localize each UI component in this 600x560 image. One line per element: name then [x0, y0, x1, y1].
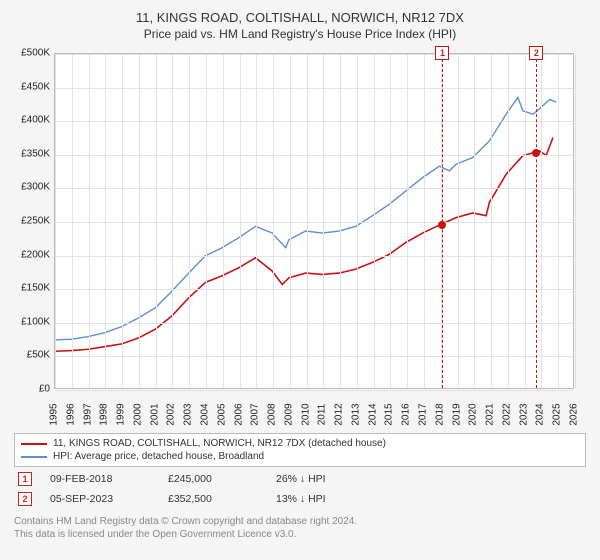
y-axis-label: £200K — [8, 249, 50, 260]
x-axis-label: 2003 — [183, 403, 194, 425]
chart-subtitle: Price paid vs. HM Land Registry's House … — [14, 27, 586, 41]
y-axis-label: £450K — [8, 81, 50, 92]
x-axis-label: 1999 — [116, 403, 127, 425]
x-axis-label: 2013 — [350, 403, 361, 425]
footer-attribution: Contains HM Land Registry data © Crown c… — [14, 515, 586, 541]
event-date: 05-SEP-2023 — [50, 493, 150, 505]
x-axis-label: 2015 — [384, 403, 395, 425]
x-axis-label: 1997 — [82, 403, 93, 425]
x-axis-label: 2005 — [216, 403, 227, 425]
x-axis-label: 2010 — [300, 403, 311, 425]
x-axis-label: 1995 — [49, 403, 60, 425]
event-pct: 26% ↓ HPI — [276, 473, 396, 485]
y-axis-label: £150K — [8, 283, 50, 294]
x-axis-label: 2008 — [267, 403, 278, 425]
y-axis-label: £300K — [8, 182, 50, 193]
footer-line1: Contains HM Land Registry data © Crown c… — [14, 515, 586, 528]
x-axis-label: 2025 — [552, 403, 563, 425]
chart-plot-area: 12 — [54, 53, 574, 389]
x-axis-label: 2000 — [132, 403, 143, 425]
x-axis-label: 2002 — [166, 403, 177, 425]
events-table: 1 09-FEB-2018 £245,000 26% ↓ HPI 2 05-SEP-202… — [14, 469, 586, 509]
chart-title: 11, KINGS ROAD, COLTISHALL, NORWICH, NR1… — [14, 10, 586, 25]
x-axis-label: 2024 — [535, 403, 546, 425]
legend-item: HPI: Average price, detached house, Broa… — [21, 450, 579, 463]
x-axis-label: 2017 — [418, 403, 429, 425]
y-axis-label: £50K — [8, 350, 50, 361]
x-axis-label: 2018 — [434, 403, 445, 425]
x-axis-label: 2001 — [149, 403, 160, 425]
legend-swatch — [21, 456, 47, 458]
x-axis-label: 2006 — [233, 403, 244, 425]
legend-swatch — [21, 443, 47, 445]
y-axis-label: £350K — [8, 148, 50, 159]
x-axis-label: 2021 — [485, 403, 496, 425]
event-pct: 13% ↓ HPI — [276, 493, 396, 505]
x-axis-label: 2020 — [468, 403, 479, 425]
x-axis-label: 2004 — [199, 403, 210, 425]
x-axis-label: 2016 — [401, 403, 412, 425]
x-axis-label: 2014 — [367, 403, 378, 425]
y-axis-label: £250K — [8, 216, 50, 227]
event-row: 1 09-FEB-2018 £245,000 26% ↓ HPI — [14, 469, 586, 489]
event-id-box: 2 — [18, 492, 32, 506]
x-axis-label: 1998 — [99, 403, 110, 425]
event-row: 2 05-SEP-2023 £352,500 13% ↓ HPI — [14, 489, 586, 509]
event-marker-1: 1 — [435, 46, 449, 60]
footer-line2: This data is licensed under the Open Gov… — [14, 528, 586, 541]
y-axis-label: £100K — [8, 316, 50, 327]
legend-item: 11, KINGS ROAD, COLTISHALL, NORWICH, NR1… — [21, 437, 579, 450]
x-axis-label: 2022 — [501, 403, 512, 425]
event-price: £352,500 — [168, 493, 258, 505]
event-marker-2: 2 — [529, 46, 543, 60]
event-date: 09-FEB-2018 — [50, 473, 150, 485]
x-axis-label: 1996 — [65, 403, 76, 425]
legend-label: HPI: Average price, detached house, Broa… — [53, 451, 264, 462]
event-id-box: 1 — [18, 472, 32, 486]
x-axis-label: 2019 — [451, 403, 462, 425]
event-price: £245,000 — [168, 473, 258, 485]
x-axis-label: 2026 — [569, 403, 580, 425]
x-axis-label: 2012 — [334, 403, 345, 425]
x-axis-label: 2011 — [317, 404, 328, 426]
chart-legend: 11, KINGS ROAD, COLTISHALL, NORWICH, NR1… — [14, 433, 586, 467]
chart-svg — [55, 54, 573, 388]
legend-label: 11, KINGS ROAD, COLTISHALL, NORWICH, NR1… — [53, 438, 386, 449]
event-point-1 — [438, 221, 446, 229]
x-axis-label: 2007 — [250, 403, 261, 425]
chart-container: 12 £0£50K£100K£150K£200K£250K£300K£350K£… — [14, 47, 586, 427]
y-axis-label: £0 — [8, 384, 50, 395]
event-point-2 — [532, 149, 540, 157]
series-price_paid — [55, 138, 553, 352]
x-axis-label: 2009 — [283, 403, 294, 425]
x-axis-label: 2023 — [518, 403, 529, 425]
y-axis-label: £400K — [8, 115, 50, 126]
y-axis-label: £500K — [8, 48, 50, 59]
